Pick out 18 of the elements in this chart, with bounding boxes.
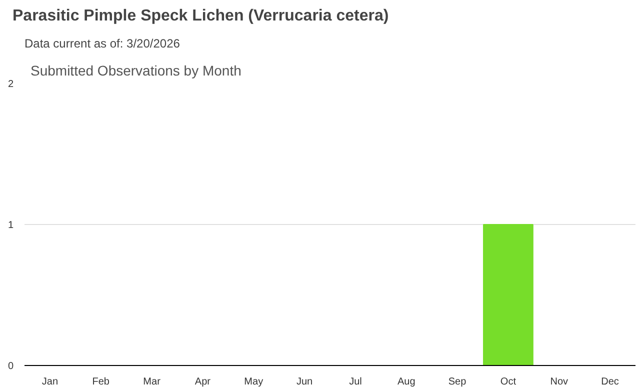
x-tick-label: Jul: [349, 376, 362, 388]
x-tick-label: May: [244, 376, 264, 388]
x-tick-label: Dec: [601, 376, 619, 388]
x-tick-label: Aug: [397, 376, 416, 388]
x-tick-label: Apr: [194, 376, 212, 388]
x-tick-label: Sep: [448, 376, 467, 388]
x-tick-label: Mar: [143, 376, 162, 388]
y-tick-label: 0: [8, 361, 14, 372]
chart-subtitle: Data current as of: 3/20/2026: [24, 36, 180, 50]
x-tick-label: Jan: [42, 376, 58, 388]
x-tick-label: Feb: [92, 376, 110, 388]
x-tick-label: Nov: [550, 376, 568, 388]
y-tick-label: 2: [8, 79, 14, 90]
x-tick-label: Jun: [296, 376, 313, 388]
text: Submitted Observations by Month: [30, 62, 242, 78]
x-tick-label: Oct: [500, 376, 516, 388]
y-tick-label: 1: [8, 220, 14, 231]
chart-title: Parasitic Pimple Speck Lichen (Verrucaria cetera): [12, 8, 389, 24]
